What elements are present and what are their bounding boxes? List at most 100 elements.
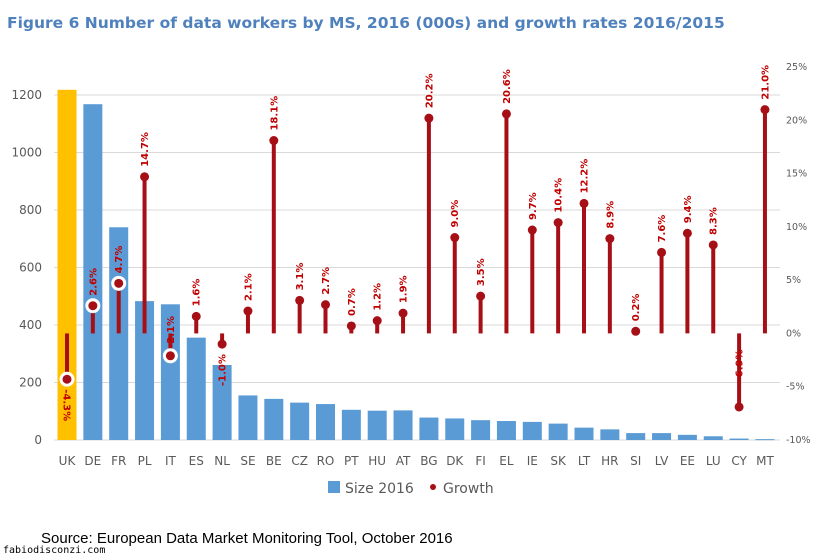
growth-label: 20.2% <box>424 73 435 108</box>
chart-title: Figure 6 Number of data workers by MS, 2… <box>7 14 725 32</box>
legend: Size 2016 Growth <box>328 481 494 497</box>
x-tick-label: MT <box>756 454 774 468</box>
x-tick-label: UK <box>59 454 77 468</box>
growth-point-it <box>165 351 175 361</box>
growth-point-ro <box>321 300 330 310</box>
growth-label: 1.2% <box>373 283 384 311</box>
y-axis-left: 0 200 400 600 800 1000 1200 <box>11 88 42 447</box>
growth-label: 9.0% <box>450 200 461 228</box>
legend-label-size: Size 2016 <box>345 481 414 497</box>
bar-cy <box>729 438 749 440</box>
x-tick-label: BG <box>420 454 437 468</box>
x-tick-label: FR <box>111 454 126 468</box>
growth-label: 8.3% <box>709 207 720 235</box>
x-tick-label: DE <box>84 454 101 468</box>
x-tick-label: SE <box>240 454 255 468</box>
y-axis-right: -10% -5% 0% 5% 10% 15% 20% 25% <box>786 62 811 446</box>
bar-lv <box>652 433 672 440</box>
growth-label: 20.6% <box>502 69 513 104</box>
growth-label: 1.6% <box>192 279 203 307</box>
x-tick-label: LU <box>706 454 721 468</box>
growth-series: -4.3% 2.6% 4.7% 14.7% -2.1% 1.6% -1.0% 2.1% 18.1… <box>59 65 771 421</box>
bar-ie <box>522 421 542 440</box>
bar-it <box>160 304 180 440</box>
y2-tick-label: 10% <box>786 222 807 233</box>
watermark: fabiodisconzi.com <box>3 545 106 556</box>
bar-lu <box>703 436 723 440</box>
x-tick-label: LT <box>578 454 591 468</box>
x-tick-label: NL <box>214 454 230 468</box>
bar-pl <box>135 301 155 440</box>
x-tick-label: PT <box>344 454 359 468</box>
growth-point-mt <box>760 105 770 115</box>
growth-point-hr <box>605 234 615 244</box>
growth-label: -2.1% <box>166 316 177 348</box>
growth-label: 9.7% <box>528 192 539 220</box>
x-tick-label: DK <box>446 454 464 468</box>
growth-label: 2.1% <box>243 273 254 301</box>
y-tick-label: 600 <box>19 261 42 275</box>
bar-dk <box>445 418 465 440</box>
y2-tick-label: 20% <box>786 115 807 126</box>
growth-label: 4.7% <box>114 246 125 274</box>
growth-label: 7.6% <box>657 215 668 243</box>
x-tick-label: ES <box>189 454 204 468</box>
bar-fi <box>471 420 491 440</box>
bar-es <box>186 337 206 440</box>
growth-label: 10.4% <box>554 178 565 213</box>
bar-si <box>626 433 646 440</box>
growth-point-si <box>631 326 641 336</box>
growth-point-pl <box>140 172 150 182</box>
growth-point-de <box>88 301 98 311</box>
bar-pt <box>341 409 361 440</box>
x-tick-label: EL <box>499 454 514 468</box>
source-note: Source: European Data Market Monitoring … <box>41 530 453 547</box>
growth-point-es <box>191 311 201 321</box>
bar-hr <box>600 429 620 440</box>
y-tick-label: 200 <box>19 376 42 390</box>
x-tick-label: CY <box>731 454 747 468</box>
x-tick-label: EE <box>680 454 695 468</box>
bar-nl <box>212 364 232 440</box>
x-tick-label: RO <box>317 454 335 468</box>
y2-tick-label: 25% <box>786 62 807 73</box>
legend-marker-growth <box>430 484 436 490</box>
growth-label: 3.1% <box>295 263 306 291</box>
y-tick-label: 800 <box>19 203 42 217</box>
y-tick-label: 1000 <box>11 146 42 160</box>
bar-hu <box>367 410 387 440</box>
legend-swatch-size <box>328 481 340 493</box>
bar-ro <box>316 404 335 440</box>
y2-tick-label: 15% <box>786 169 807 180</box>
bar-at <box>393 410 413 440</box>
x-tick-label: HR <box>601 454 618 468</box>
growth-point-fr <box>114 278 124 288</box>
bar-mt <box>755 439 775 441</box>
bar-se <box>238 395 258 440</box>
x-tick-label: FI <box>475 454 485 468</box>
bar-el <box>496 421 516 440</box>
growth-label: 18.1% <box>269 96 280 131</box>
y2-tick-label: -5% <box>786 382 805 393</box>
x-tick-label: SI <box>630 454 641 468</box>
x-tick-label: BE <box>266 454 282 468</box>
legend-label-growth: Growth <box>443 481 494 497</box>
growth-label: 8.9% <box>605 201 616 229</box>
x-tick-label: IT <box>165 454 177 468</box>
growth-point-se <box>243 306 253 316</box>
growth-point-ie <box>527 225 537 235</box>
bar-series <box>57 89 775 441</box>
x-tick-label: AT <box>396 454 411 468</box>
growth-point-at <box>398 308 408 318</box>
x-tick-label: PL <box>138 454 152 468</box>
y-tick-label: 0 <box>34 433 42 447</box>
growth-label: 2.6% <box>88 268 99 296</box>
growth-point-fi <box>476 291 486 301</box>
x-tick-label: IE <box>527 454 538 468</box>
bar-cz <box>290 402 310 440</box>
x-tick-label: SK <box>550 454 567 468</box>
growth-point-uk <box>62 374 72 384</box>
bar-uk <box>57 89 77 440</box>
growth-label: -4.3% <box>61 389 72 421</box>
y-tick-label: 400 <box>19 318 42 332</box>
